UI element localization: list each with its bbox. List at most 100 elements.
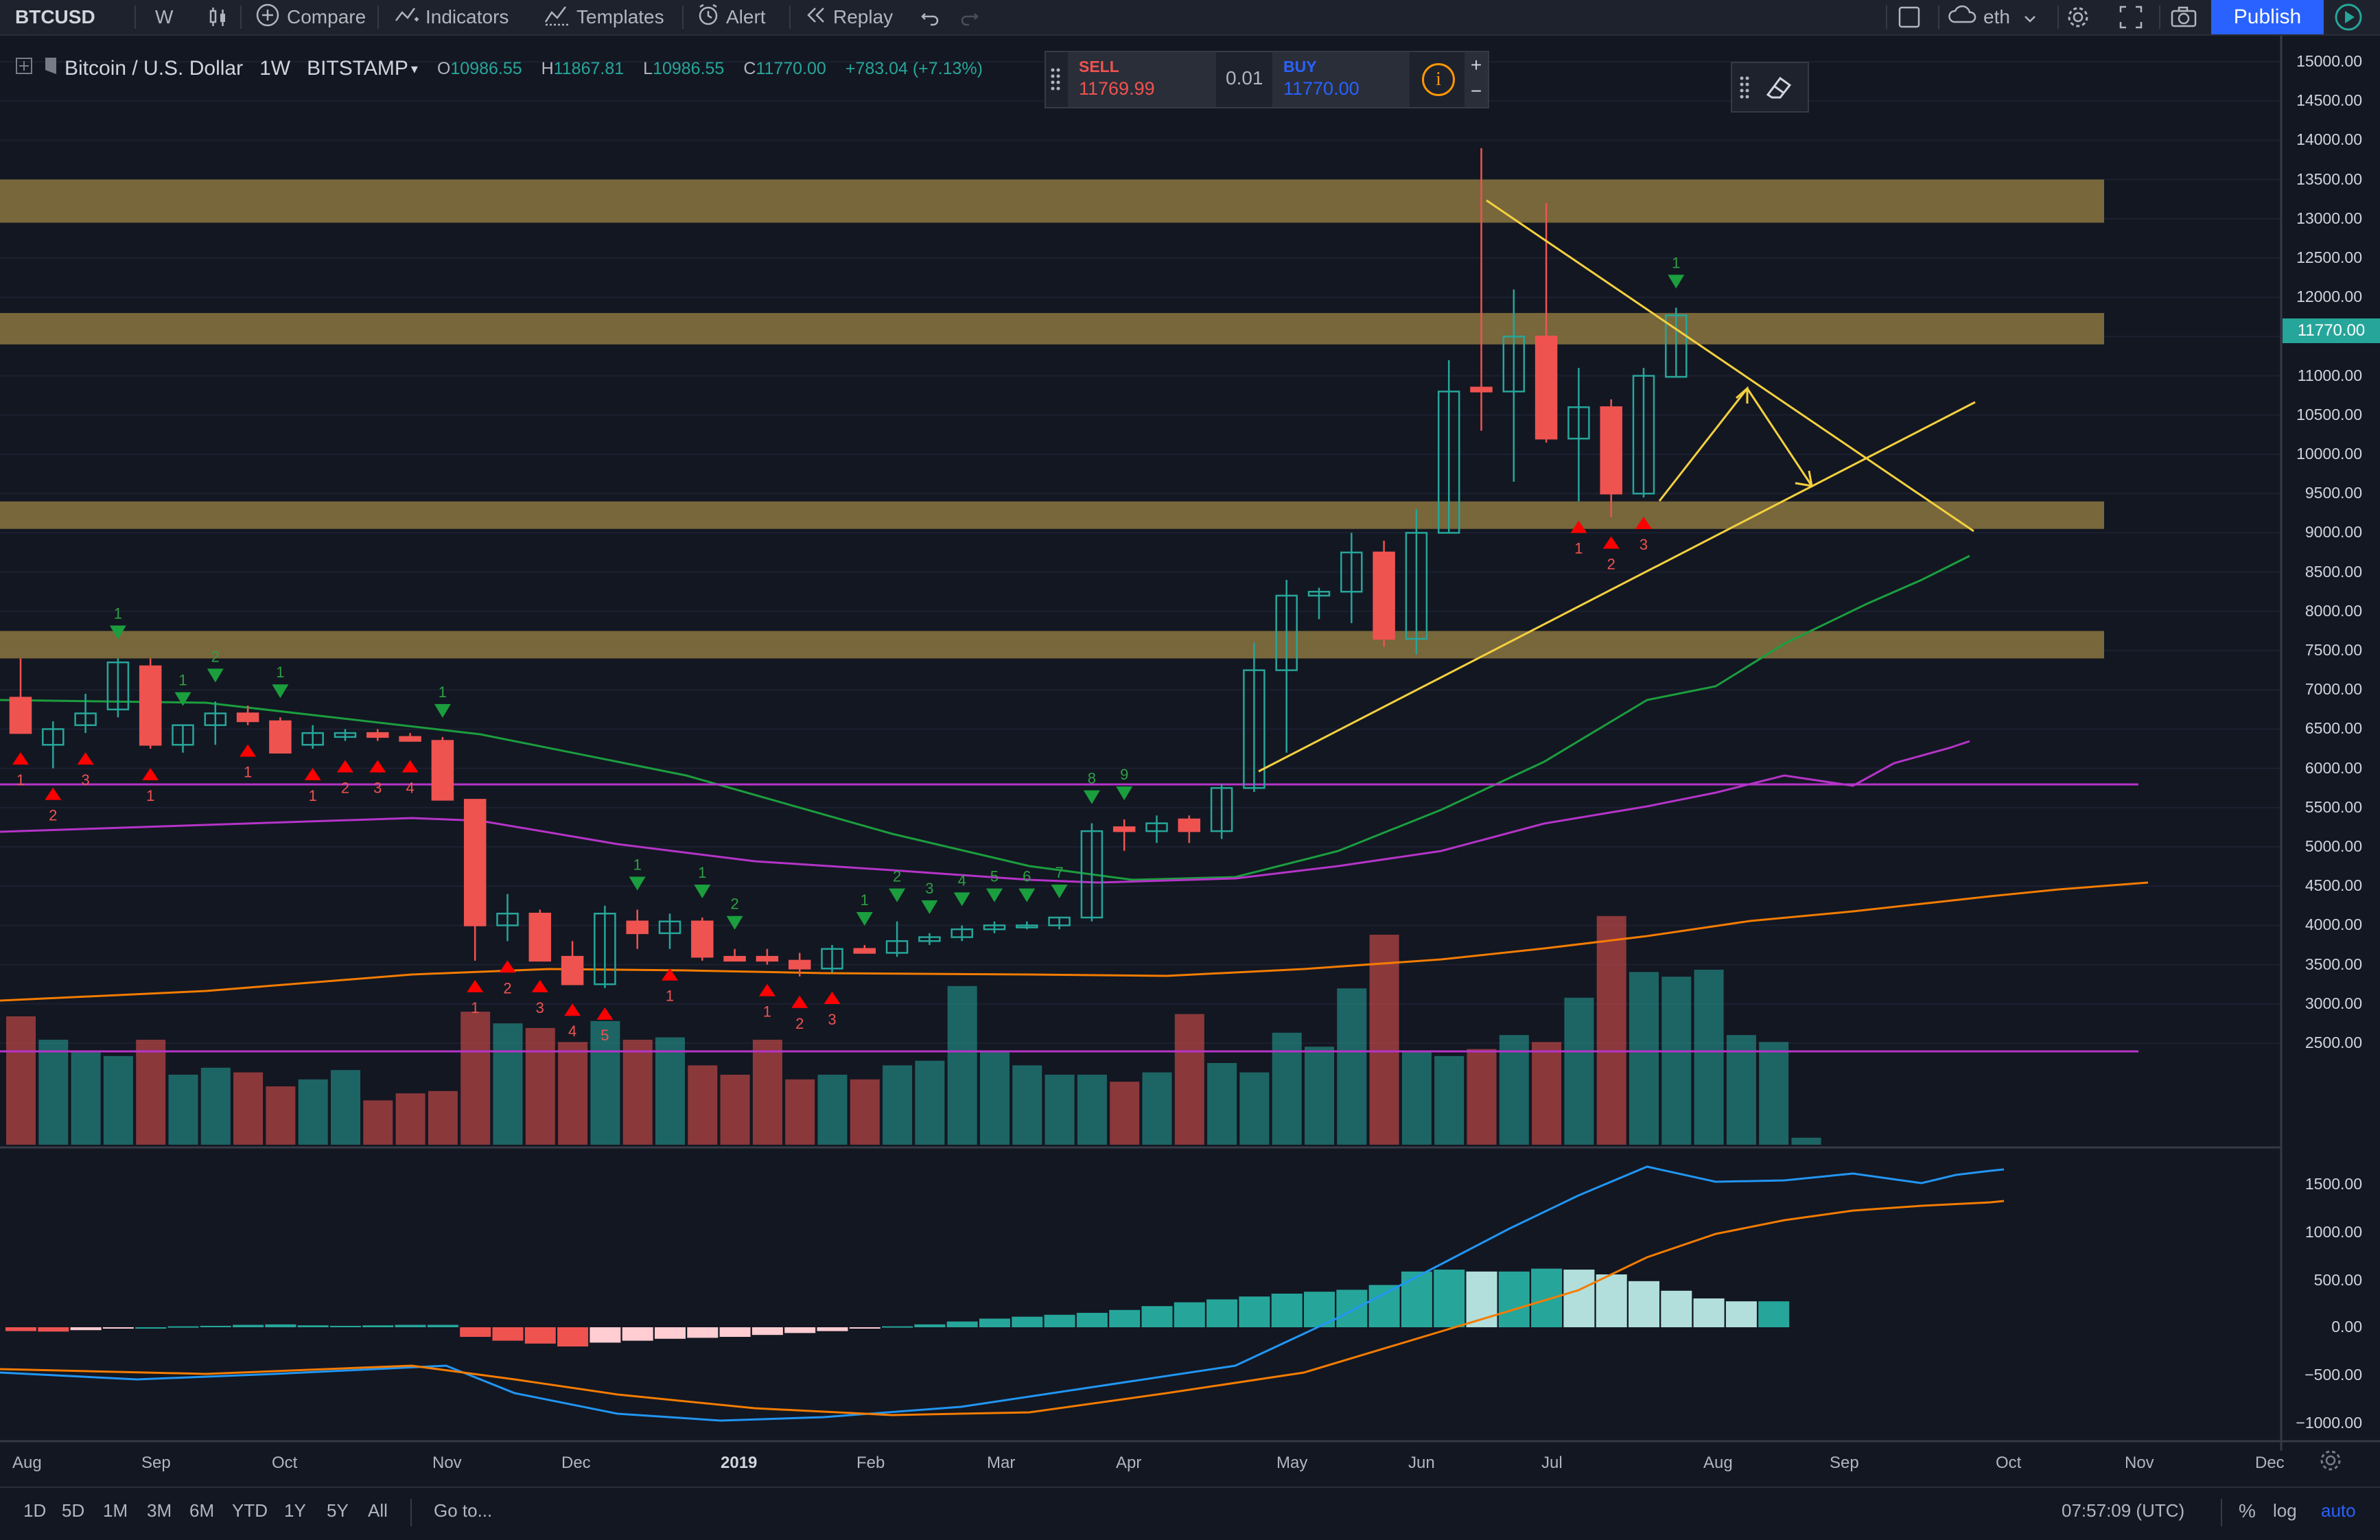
- quantity-stepper[interactable]: + −: [1465, 52, 1488, 107]
- clock-readout[interactable]: 07:57:09 (UTC): [2062, 1500, 2185, 1521]
- plus-circle-icon: [255, 3, 280, 32]
- candle: [399, 733, 421, 742]
- price-axis-label: 6500.00: [2305, 719, 2362, 738]
- undo-icon[interactable]: [920, 0, 942, 34]
- sell-setup-marker: [272, 684, 289, 699]
- range-button[interactable]: 5Y: [327, 1500, 349, 1521]
- publish-button[interactable]: Publish: [2211, 0, 2324, 34]
- range-button[interactable]: 1D: [23, 1500, 47, 1521]
- gear-icon[interactable]: [2064, 0, 2092, 34]
- candle: [1405, 509, 1428, 655]
- candle: [1470, 148, 1493, 431]
- macd-histogram-bar: [1141, 1306, 1173, 1327]
- range-button[interactable]: All: [368, 1500, 388, 1521]
- auto-scale-toggle[interactable]: auto: [2321, 1500, 2356, 1521]
- sell-setup-marker: [1116, 786, 1133, 800]
- macd-histogram-bar: [200, 1325, 231, 1327]
- legend-exchange[interactable]: BITSTAMP: [307, 57, 408, 80]
- plus-button[interactable]: +: [1470, 54, 1482, 75]
- buy-setup-marker: [369, 760, 386, 773]
- sell-setup-marker: [629, 876, 646, 891]
- symbol-search[interactable]: BTCUSD: [15, 6, 95, 27]
- volume-bar: [1174, 1014, 1204, 1145]
- sell-button[interactable]: SELL 11769.99: [1068, 52, 1216, 107]
- minus-button[interactable]: −: [1470, 80, 1482, 102]
- candle: [1665, 307, 1688, 378]
- info-icon[interactable]: i: [1422, 63, 1455, 96]
- play-icon[interactable]: [2333, 0, 2364, 34]
- candle-body-up: [106, 661, 130, 711]
- macd-histogram-bar: [1596, 1274, 1627, 1327]
- replay-button[interactable]: Replay: [804, 0, 893, 34]
- candle: [950, 925, 973, 942]
- sell-setup-marker: [109, 625, 126, 640]
- templates-button[interactable]: Templates: [544, 0, 664, 34]
- buy-setup-marker: [337, 760, 353, 773]
- candles-icon[interactable]: [206, 0, 229, 34]
- interval-button[interactable]: W: [155, 6, 174, 27]
- range-button[interactable]: 3M: [147, 1500, 172, 1521]
- volume-bar: [1207, 1063, 1237, 1145]
- price-axis-label: 4500.00: [2305, 876, 2362, 895]
- candle-body-down: [723, 955, 746, 962]
- toolbar-separator: [1886, 5, 1887, 29]
- volume-bar: [1596, 915, 1626, 1145]
- candle-body-down: [1373, 551, 1395, 640]
- camera-icon[interactable]: [2170, 0, 2197, 34]
- legend-toggle-icon[interactable]: [15, 57, 33, 80]
- support-resistance-zone: [0, 631, 2104, 659]
- compare-button[interactable]: Compare: [255, 0, 366, 34]
- drag-handle-icon[interactable]: [1050, 67, 1061, 94]
- candle: [496, 894, 519, 942]
- sell-setup-count: 2: [730, 896, 738, 913]
- volume-bar: [168, 1075, 198, 1145]
- sell-setup-marker: [889, 888, 906, 902]
- indicators-button[interactable]: Indicators: [394, 0, 509, 34]
- volume-bar: [1369, 935, 1399, 1145]
- drag-handle-icon[interactable]: [1739, 75, 1750, 102]
- macd-axis-label: −1000.00: [2296, 1414, 2362, 1432]
- buy-setup-count: 2: [795, 1015, 804, 1032]
- axis-settings-gear-icon[interactable]: [2317, 1447, 2344, 1478]
- redo-icon[interactable]: [958, 0, 980, 34]
- sell-setup-marker: [1083, 790, 1100, 804]
- candle-body-up: [1307, 590, 1331, 597]
- price-axis-label: 12000.00: [2296, 288, 2362, 306]
- buy-button[interactable]: BUY 11770.00: [1272, 52, 1410, 107]
- eraser-icon[interactable]: [1762, 71, 1797, 106]
- candle-body-down: [1178, 818, 1201, 832]
- log-scale-toggle[interactable]: log: [2273, 1500, 2297, 1521]
- volume-bar: [1499, 1035, 1529, 1145]
- range-button[interactable]: 1Y: [284, 1500, 306, 1521]
- range-button[interactable]: YTD: [232, 1500, 268, 1521]
- alert-button[interactable]: Alert: [696, 0, 766, 34]
- buy-setup-marker: [304, 768, 321, 780]
- macd-histogram-bar: [102, 1327, 134, 1329]
- price-axis-label: 7000.00: [2305, 680, 2362, 699]
- candle: [301, 725, 324, 749]
- goto-button[interactable]: Go to...: [434, 1500, 493, 1521]
- volume-bar: [655, 1037, 685, 1145]
- candle: [1080, 823, 1104, 922]
- range-button[interactable]: 5D: [62, 1500, 85, 1521]
- buy-setup-marker: [401, 760, 419, 773]
- buy-setup-count: 1: [16, 771, 25, 789]
- layout-square-icon[interactable]: [1897, 0, 1922, 34]
- price-chart[interactable]: 1 2 3 1 1 1 2 3 4 1 2 3 4 5 1 1 2 3 1 2 3 1 1 2 1 1 1 1 2 1 2 3 4 5 6 7 8 9 1: [0, 36, 2380, 1486]
- range-button[interactable]: 6M: [189, 1500, 215, 1521]
- time-axis-label: May: [1276, 1454, 1308, 1472]
- buy-setup-count: 1: [763, 1003, 771, 1020]
- macd-histogram-bar: [524, 1327, 556, 1344]
- macd-histogram-bar: [751, 1327, 783, 1335]
- volume-bar: [363, 1100, 393, 1145]
- time-axis-label: Oct: [272, 1454, 298, 1472]
- sell-setup-marker: [953, 892, 970, 907]
- save-layout-button[interactable]: eth: [1948, 0, 2036, 34]
- symbol-legend: Bitcoin / U.S. Dollar 1W BITSTAMP ▾ O109…: [15, 55, 983, 82]
- macd-axis-label: −500.00: [2305, 1366, 2362, 1384]
- price-axis-label: 11000.00: [2297, 366, 2362, 384]
- fullscreen-icon[interactable]: [2118, 0, 2144, 34]
- range-button[interactable]: 1M: [103, 1500, 128, 1521]
- chevron-down-icon[interactable]: ▾: [410, 61, 418, 77]
- percent-scale-toggle[interactable]: %: [2239, 1500, 2256, 1521]
